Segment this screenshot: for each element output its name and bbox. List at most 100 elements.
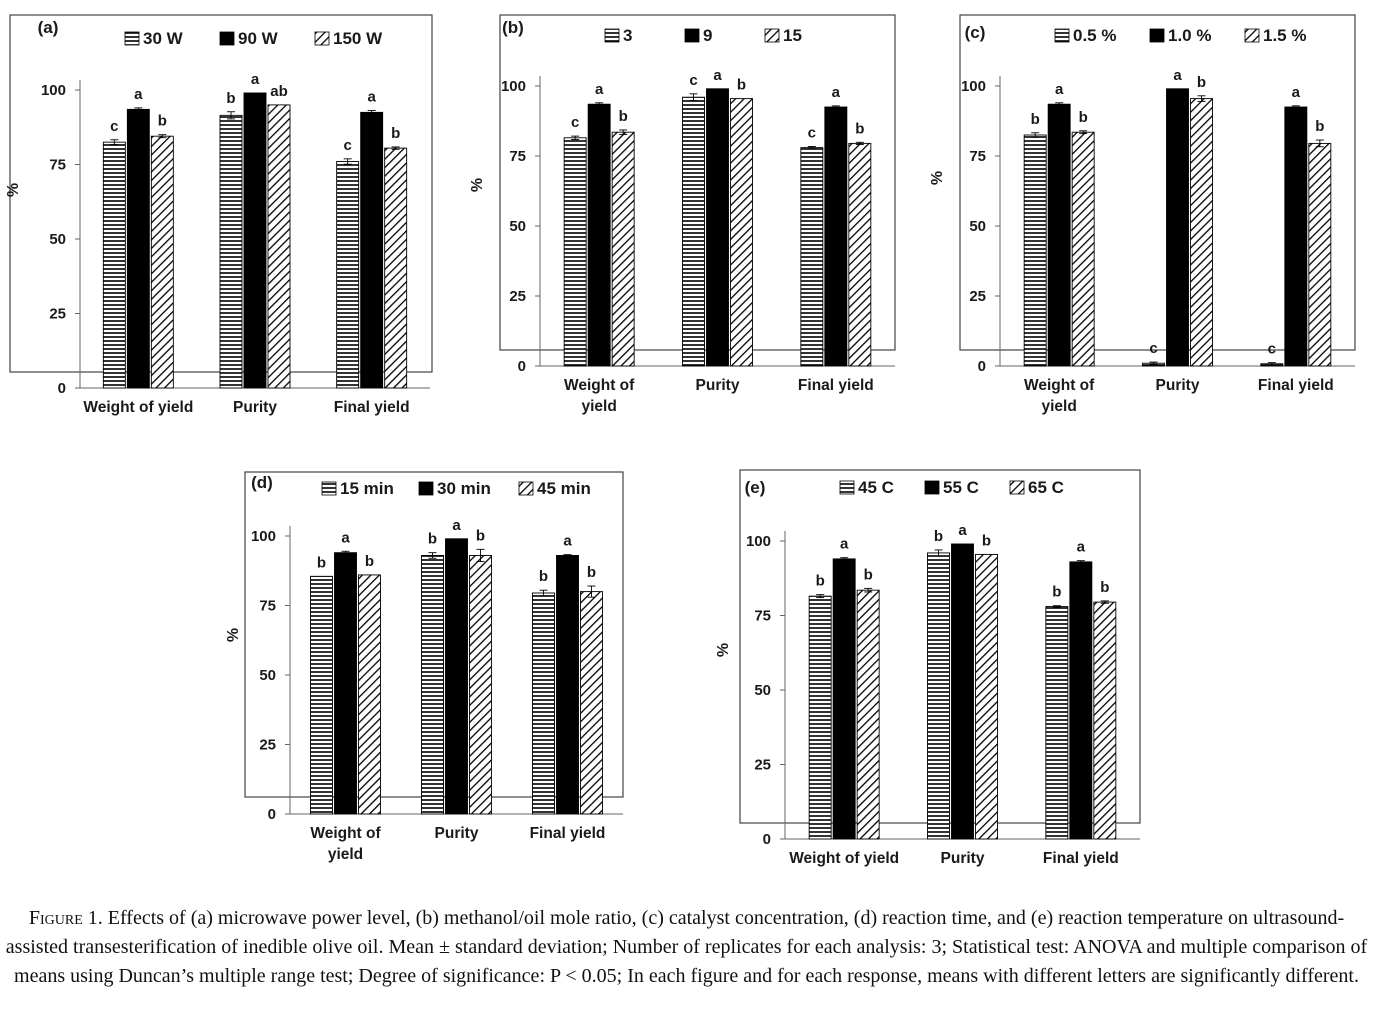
y-tick-label: 50 xyxy=(754,682,771,699)
bar xyxy=(832,558,856,840)
legend-label: 1.0 % xyxy=(1168,26,1211,45)
y-tick-label: 100 xyxy=(961,78,986,95)
bar xyxy=(824,106,848,367)
bar xyxy=(360,111,384,389)
bar xyxy=(1047,103,1071,367)
y-tick-label: 75 xyxy=(509,148,526,165)
bar xyxy=(587,103,611,367)
chart-panel-c: 0 25 50 75 100% (c) b a b Weight of yield c a b Purity… xyxy=(920,0,1370,440)
significance-letter: c xyxy=(571,114,579,131)
legend-label: 45 min xyxy=(537,479,591,498)
bar xyxy=(611,131,635,367)
bar xyxy=(848,142,872,367)
y-tick-label: 100 xyxy=(746,533,771,550)
x-category-label: Final yield xyxy=(530,825,606,842)
significance-letter: c xyxy=(110,118,118,135)
bar xyxy=(580,591,603,815)
significance-letter: b xyxy=(1052,584,1061,601)
significance-letter: c xyxy=(1149,340,1157,357)
y-axis-label: % xyxy=(929,171,946,185)
legend-label: 30 min xyxy=(437,479,491,498)
significance-letter: b xyxy=(855,120,864,137)
bar xyxy=(1023,134,1047,367)
significance-letter: a xyxy=(840,536,849,553)
significance-letter: a xyxy=(595,81,604,98)
x-category-label: Final yield xyxy=(334,399,410,416)
significance-letter: a xyxy=(251,71,260,88)
legend-label: 9 xyxy=(703,26,712,45)
significance-letter: b xyxy=(365,553,374,570)
significance-letter: a xyxy=(367,89,376,106)
chart-panel-b: 0 25 50 75 100% (b) c a b Weight of yield c a b Purity… xyxy=(460,0,910,440)
bar xyxy=(243,92,267,389)
y-tick-label: 0 xyxy=(763,831,771,848)
legend-label: 3 xyxy=(623,26,632,45)
bar xyxy=(150,135,174,389)
significance-letter: a xyxy=(713,67,722,84)
legend-label: 45 C xyxy=(858,478,894,497)
bar xyxy=(358,574,381,815)
significance-letter: c xyxy=(343,137,351,154)
y-axis-label: % xyxy=(5,183,22,197)
significance-letter: b xyxy=(539,568,548,585)
y-tick-label: 75 xyxy=(969,148,986,165)
legend-label: 15 min xyxy=(340,479,394,498)
figure-caption-label: Figure 1. xyxy=(28,907,103,929)
bar xyxy=(856,589,880,840)
bar xyxy=(469,555,492,815)
legend-label: 15 xyxy=(783,26,802,45)
y-axis-label: % xyxy=(469,178,486,192)
significance-letter: b xyxy=(934,528,943,545)
x-category-label: Weight of yield xyxy=(789,850,899,867)
y-tick-label: 25 xyxy=(754,757,771,774)
significance-letter: b xyxy=(158,113,167,130)
y-tick-label: 100 xyxy=(501,78,526,95)
figure-caption-text: Effects of (a) microwave power level, (b… xyxy=(5,907,1368,987)
bar xyxy=(682,96,705,367)
legend-swatch xyxy=(1054,28,1070,43)
legend-swatch xyxy=(764,28,780,43)
significance-letter: b xyxy=(737,77,746,94)
y-tick-label: 50 xyxy=(969,218,986,235)
panel-label: (a) xyxy=(38,18,59,37)
y-tick-label: 25 xyxy=(259,737,276,754)
y-tick-label: 0 xyxy=(58,380,66,397)
bar xyxy=(126,108,150,389)
significance-letter: b xyxy=(864,566,873,583)
panel-label: (d) xyxy=(251,473,273,492)
panel-label: (e) xyxy=(745,478,766,497)
y-tick-label: 25 xyxy=(509,288,526,305)
bar xyxy=(334,552,357,815)
x-category-label: yield xyxy=(328,846,363,863)
y-axis-label: % xyxy=(715,643,732,657)
legend-label: 65 C xyxy=(1028,478,1064,497)
x-category-label: Purity xyxy=(435,825,479,842)
chart-frame xyxy=(959,14,1356,351)
bar xyxy=(1045,606,1069,840)
significance-letter: b xyxy=(619,108,628,125)
significance-letter: b xyxy=(391,125,400,142)
significance-letter: a xyxy=(1292,84,1301,101)
figure-caption: Figure 1. Effects of (a) microwave power… xyxy=(0,904,1373,991)
x-category-label: Final yield xyxy=(798,377,874,394)
legend-swatch xyxy=(418,481,434,496)
bar xyxy=(975,553,998,840)
significance-letter: b xyxy=(1315,118,1324,135)
bar xyxy=(384,147,408,389)
legend-swatch xyxy=(1244,28,1260,43)
y-tick-label: 100 xyxy=(41,82,66,99)
significance-letter: b xyxy=(587,564,596,581)
y-axis-label: % xyxy=(225,628,242,642)
x-category-label: Purity xyxy=(696,377,740,394)
bar xyxy=(706,88,729,367)
x-category-label: Purity xyxy=(1156,377,1200,394)
y-tick-label: 50 xyxy=(49,231,66,248)
legend-swatch xyxy=(321,481,337,496)
bar xyxy=(1166,88,1189,367)
bar xyxy=(1071,131,1095,367)
panel-label: (c) xyxy=(965,23,986,42)
x-category-label: Final yield xyxy=(1258,377,1334,394)
y-tick-label: 25 xyxy=(969,288,986,305)
